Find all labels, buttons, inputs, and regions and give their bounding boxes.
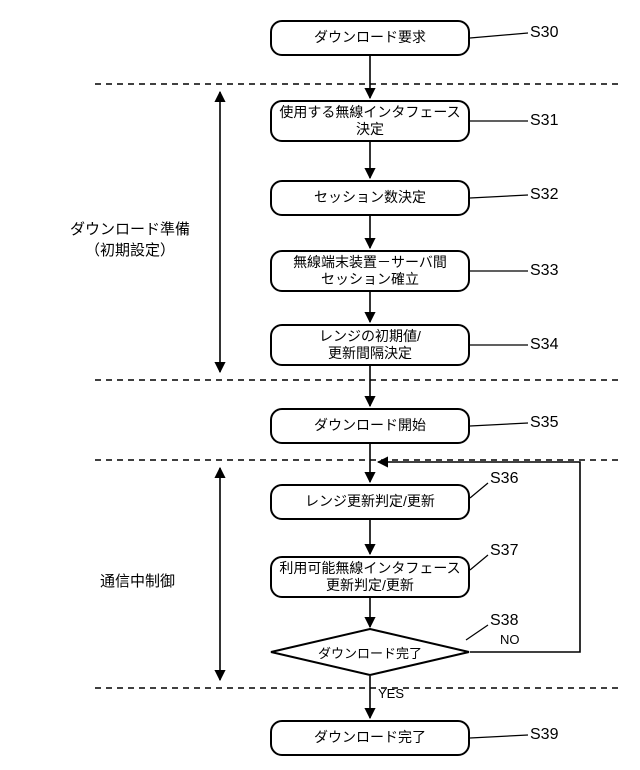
node-s39-text: ダウンロード完了 xyxy=(314,729,426,747)
node-s39: ダウンロード完了 xyxy=(270,720,470,756)
node-s36-text: レンジ更新判定/更新 xyxy=(305,493,435,511)
node-s31-text: 使用する無線インタフェース 決定 xyxy=(279,104,460,139)
node-s36: レンジ更新判定/更新 xyxy=(270,484,470,520)
node-s31: 使用する無線インタフェース 決定 xyxy=(270,100,470,142)
step-label-s30: S30 xyxy=(530,24,558,42)
flowchart-canvas: ダウンロード要求 S30 使用する無線インタフェース 決定 S31 セッション数… xyxy=(0,0,640,770)
step-label-s35: S35 xyxy=(530,414,558,432)
step-label-s31: S31 xyxy=(530,112,558,130)
step-label-s33: S33 xyxy=(530,262,558,280)
node-s34: レンジの初期値/ 更新間隔決定 xyxy=(270,324,470,366)
step-label-s36: S36 xyxy=(490,470,518,488)
node-s35-text: ダウンロード開始 xyxy=(314,417,426,435)
node-s33-text: 無線端末装置－サーバ間 セッション確立 xyxy=(293,254,447,289)
decision-s38-no: NO xyxy=(500,632,520,647)
step-label-s34: S34 xyxy=(530,336,558,354)
node-s34-text: レンジの初期値/ 更新間隔決定 xyxy=(319,328,421,363)
node-s35: ダウンロード開始 xyxy=(270,408,470,444)
group-active-label: 通信中制御 xyxy=(100,570,175,591)
node-s32: セッション数決定 xyxy=(270,180,470,216)
node-s33: 無線端末装置－サーバ間 セッション確立 xyxy=(270,250,470,292)
node-s30: ダウンロード要求 xyxy=(270,20,470,56)
step-label-s32: S32 xyxy=(530,186,558,204)
step-label-s37: S37 xyxy=(490,542,518,560)
decision-s38-yes: YES xyxy=(378,686,404,701)
step-label-s38: S38 xyxy=(490,612,518,630)
decision-s38-text: ダウンロード完了 xyxy=(270,628,470,676)
node-s32-text: セッション数決定 xyxy=(314,189,426,207)
group-prep-label: ダウンロード準備 （初期設定） xyxy=(70,218,190,260)
node-s30-text: ダウンロード要求 xyxy=(314,29,426,47)
step-label-s39: S39 xyxy=(530,726,558,744)
node-s37: 利用可能無線インタフェース 更新判定/更新 xyxy=(270,556,470,598)
decision-s38: ダウンロード完了 xyxy=(270,628,470,676)
node-s37-text: 利用可能無線インタフェース 更新判定/更新 xyxy=(279,560,460,595)
